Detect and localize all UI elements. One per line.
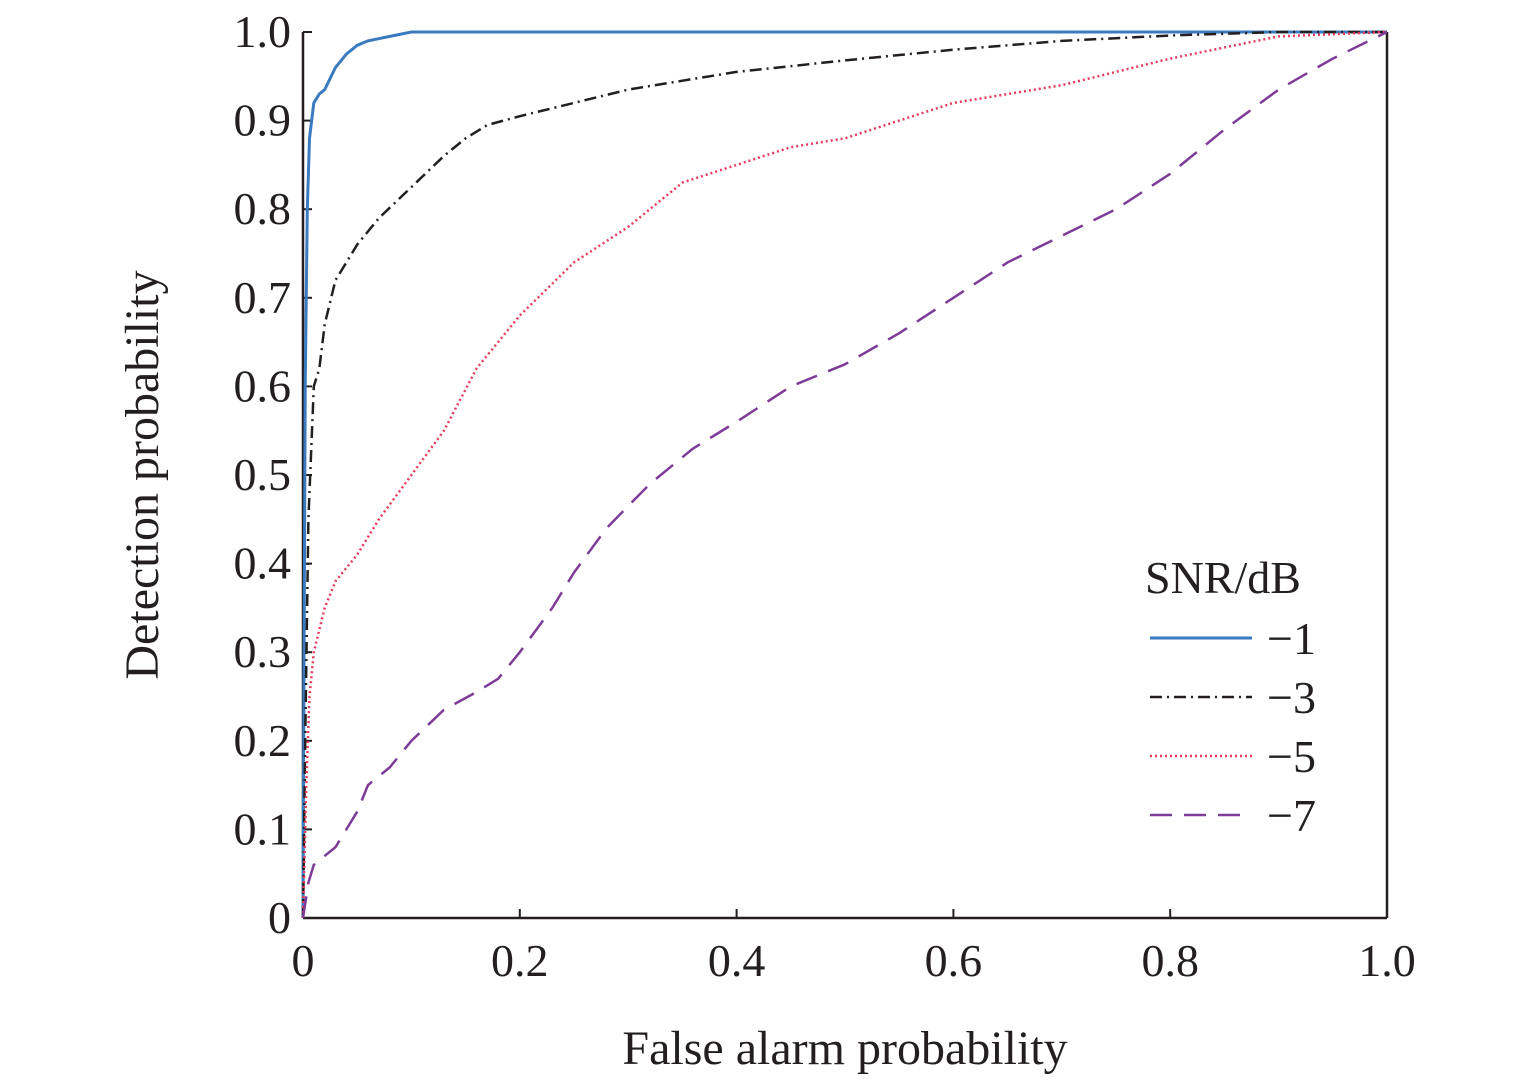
x-tick-label: 0.4 (708, 935, 766, 986)
x-tick-label: 0.2 (491, 935, 549, 986)
y-tick-label: 1.0 (234, 6, 292, 57)
series-line-0 (301, 30, 1387, 919)
y-tick-label: 0.1 (234, 803, 292, 854)
legend: SNR/dB −1 −3 −5 −7 (1145, 552, 1316, 841)
x-tick-label: 0 (292, 935, 315, 986)
series-lines (301, 30, 1388, 919)
y-tick-label: 0.3 (234, 626, 292, 677)
y-tick-label: 0 (268, 892, 291, 943)
x-tick-label: 0.8 (1141, 935, 1199, 986)
legend-label: −5 (1267, 731, 1316, 782)
y-axis-label: Detection probability (116, 270, 169, 679)
legend-label: −7 (1267, 790, 1316, 841)
series-line-3 (301, 30, 1388, 919)
x-tick-label: 1.0 (1358, 935, 1416, 986)
y-tick-label: 0.9 (234, 95, 292, 146)
ticks: 0 0.2 0.4 0.6 0.8 1.0 0 0.1 0.2 0.3 0.4 0.5 0.6 0.7 0.… (234, 6, 1416, 986)
axes (301, 32, 1389, 920)
x-axis-label: False alarm probability (622, 1022, 1067, 1075)
y-tick-label: 0.2 (234, 715, 292, 766)
y-tick-label: 0.4 (234, 538, 292, 589)
legend-title: SNR/dB (1145, 552, 1301, 603)
x-tick-label: 0.6 (925, 935, 983, 986)
series-line-2 (301, 30, 1388, 919)
legend-label: −3 (1267, 672, 1316, 723)
y-tick-label: 0.6 (234, 360, 292, 411)
series-line-1 (301, 30, 1387, 919)
legend-items: −1 −3 −5 −7 (1150, 613, 1316, 841)
y-tick-label: 0.7 (234, 272, 292, 323)
y-tick-label: 0.8 (234, 183, 292, 234)
y-tick-label: 0.5 (234, 449, 292, 500)
legend-label: −1 (1267, 613, 1316, 664)
